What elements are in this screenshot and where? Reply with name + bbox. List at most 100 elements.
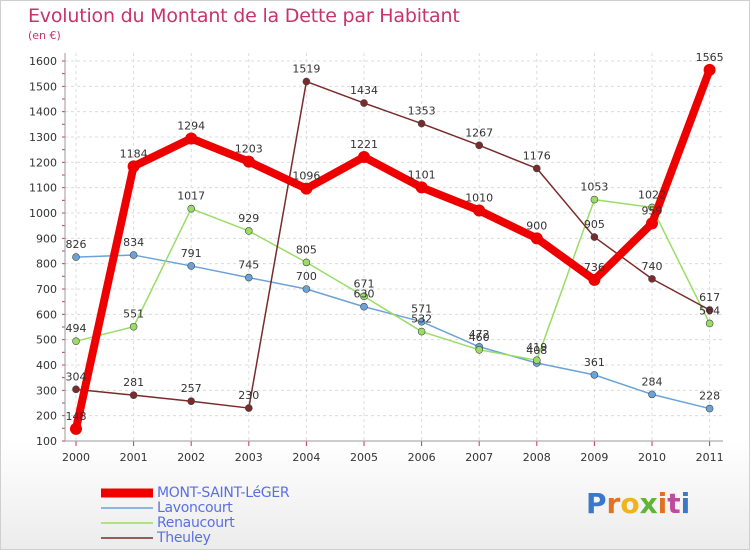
data-label-renaucourt: 494 — [66, 322, 87, 335]
data-label-renaucourt: 532 — [411, 313, 432, 326]
legend-swatch-renaucourt — [101, 522, 153, 524]
data-label-lavoncourt: 834 — [123, 236, 144, 249]
data-point-renaucourt — [590, 195, 599, 204]
proxiti-logo: Proxiti — [586, 487, 690, 520]
data-point-mont-saint-l-ger — [358, 151, 370, 164]
data-label-lavoncourt: 630 — [354, 288, 375, 301]
logo-letter: x — [639, 487, 658, 520]
data-point-lavoncourt — [129, 251, 138, 259]
data-point-lavoncourt — [648, 390, 656, 399]
data-point-renaucourt — [129, 322, 138, 331]
data-label-lavoncourt: 826 — [66, 238, 87, 251]
y-tick-label: 1300 — [29, 131, 57, 144]
y-tick-label: 1400 — [29, 106, 57, 119]
x-tick-label: 2004 — [292, 451, 320, 464]
data-label-theuley: 1434 — [350, 84, 378, 97]
data-label-renaucourt: 1017 — [177, 190, 205, 203]
x-tick-label: 2002 — [177, 451, 205, 464]
series-line-renaucourt — [75, 198, 711, 361]
x-tick-label: 2000 — [62, 451, 90, 464]
data-label-renaucourt: 805 — [296, 243, 317, 256]
data-label-mont-saint-l-ger: 1294 — [177, 120, 205, 133]
data-point-mont-saint-l-ger — [185, 132, 198, 145]
data-point-theuley — [72, 385, 80, 394]
data-label-lavoncourt: 361 — [584, 356, 605, 369]
data-point-theuley — [245, 404, 253, 412]
y-tick-label: 300 — [36, 384, 57, 397]
legend-label-lavoncourt: Lavoncourt — [157, 500, 233, 516]
data-label-renaucourt: 551 — [123, 308, 144, 321]
logo-letter: t — [667, 487, 681, 520]
data-point-lavoncourt — [187, 262, 195, 270]
data-point-renaucourt — [245, 227, 253, 235]
y-tick-label: 900 — [36, 232, 57, 245]
y-tick-label: 200 — [36, 410, 57, 423]
data-point-renaucourt — [187, 204, 195, 213]
x-tick-label: 2009 — [580, 451, 608, 464]
data-label-lavoncourt: 228 — [699, 390, 720, 403]
data-label-mont-saint-l-ger: 1184 — [120, 147, 148, 160]
data-label-theuley: 1519 — [292, 63, 320, 76]
data-label-theuley: 1267 — [465, 126, 493, 139]
data-label-renaucourt: 929 — [238, 212, 259, 225]
data-point-theuley — [705, 306, 714, 314]
data-label-lavoncourt: 408 — [526, 344, 547, 357]
x-tick-label: 2010 — [638, 451, 666, 464]
data-label-theuley: 1176 — [523, 149, 551, 162]
logo-letter: i — [680, 487, 691, 520]
data-point-renaucourt — [475, 345, 484, 354]
logo-letter: i — [657, 487, 668, 520]
data-label-mont-saint-l-ger: 1010 — [465, 191, 493, 204]
data-point-lavoncourt — [417, 317, 426, 326]
legend-label-renaucourt: Renaucourt — [157, 515, 235, 531]
chart-title: Evolution du Montant de la Dette par Hab… — [28, 5, 460, 27]
data-point-theuley — [648, 275, 656, 283]
x-tick-label: 2001 — [120, 451, 148, 464]
legend-swatch-theuley — [101, 537, 153, 539]
data-label-mont-saint-l-ger: 959 — [642, 204, 663, 217]
data-point-renaucourt — [72, 337, 80, 345]
y-tick-label: 1100 — [29, 182, 57, 195]
data-point-theuley — [532, 164, 541, 173]
data-label-renaucourt: 460 — [469, 331, 490, 344]
legend-swatch-lavoncourt — [101, 507, 153, 509]
y-tick-label: 1200 — [29, 156, 57, 169]
y-tick-label: 1500 — [29, 80, 57, 93]
data-point-lavoncourt — [590, 371, 599, 379]
data-label-lavoncourt: 284 — [642, 375, 663, 388]
data-point-mont-saint-l-ger — [242, 155, 255, 168]
data-label-theuley: 740 — [642, 260, 663, 273]
data-label-renaucourt: 419 — [526, 341, 547, 354]
plot-area — [65, 53, 723, 441]
data-point-theuley — [417, 119, 426, 128]
y-tick-label: 500 — [36, 334, 57, 347]
data-point-renaucourt — [417, 327, 426, 336]
data-label-renaucourt: 564 — [699, 304, 720, 317]
y-tick-label: 100 — [36, 435, 57, 448]
data-point-renaucourt — [705, 319, 714, 328]
data-label-mont-saint-l-ger: 148 — [66, 410, 87, 423]
data-label-renaucourt: 1053 — [580, 181, 608, 194]
data-point-renaucourt — [302, 258, 311, 267]
data-point-mont-saint-l-ger — [473, 204, 486, 217]
data-label-renaucourt: 1022 — [638, 188, 666, 201]
x-tick-label: 2011 — [696, 451, 724, 464]
data-label-theuley: 281 — [123, 376, 144, 389]
data-label-lavoncourt: 745 — [238, 259, 259, 272]
y-tick-label: 600 — [36, 308, 57, 321]
logo-letter: o — [620, 487, 640, 520]
y-tick-label: 1000 — [29, 207, 57, 220]
data-point-mont-saint-l-ger — [703, 63, 716, 76]
data-label-renaucourt: 671 — [354, 277, 375, 290]
data-label-lavoncourt: 472 — [469, 328, 490, 341]
data-point-theuley — [129, 391, 138, 399]
data-point-mont-saint-l-ger — [530, 232, 543, 245]
data-point-mont-saint-l-ger — [70, 422, 82, 435]
data-label-mont-saint-l-ger: 1203 — [235, 143, 263, 156]
series-line-mont-saint-l-ger — [72, 68, 714, 430]
data-point-lavoncourt — [705, 404, 714, 413]
data-point-mont-saint-l-ger — [646, 217, 658, 230]
data-point-lavoncourt — [72, 253, 80, 261]
y-tick-label: 700 — [36, 283, 57, 296]
